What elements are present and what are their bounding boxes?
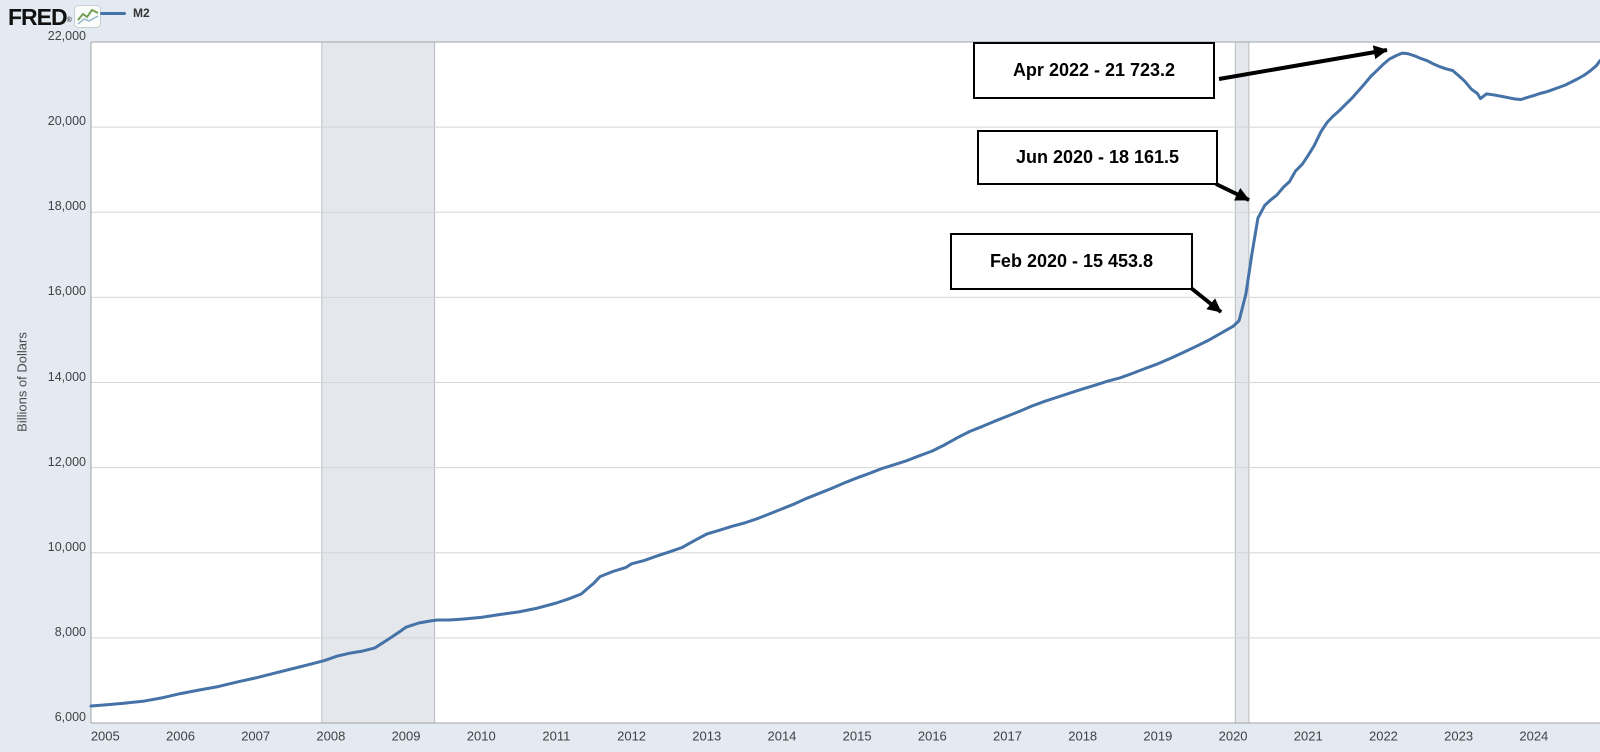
x-axis-tick-label: 2016 xyxy=(917,728,947,744)
x-axis-tick-label: 2012 xyxy=(617,728,647,744)
series-line-m2 xyxy=(89,51,1600,708)
annotation-arrow xyxy=(1189,286,1223,314)
x-axis-tick-label: 2019 xyxy=(1143,728,1173,744)
y-axis-tick-label: 6,000 xyxy=(54,710,86,724)
x-axis-tick-label: 2018 xyxy=(1068,728,1098,744)
y-axis-tick-label: 18,000 xyxy=(47,199,86,214)
x-axis-tick-label: 2021 xyxy=(1293,728,1323,744)
x-axis-tick-label: 2015 xyxy=(842,728,872,744)
annotation-box: Jun 2020 - 18 161.5 xyxy=(977,130,1218,185)
fred-logo-text: FRED xyxy=(8,4,68,30)
annotation-box: Apr 2022 - 21 723.2 xyxy=(973,42,1215,99)
fred-sparkline-icon xyxy=(73,5,101,28)
x-axis-tick-label: 2007 xyxy=(241,728,271,744)
x-axis-tick-label: 2024 xyxy=(1519,728,1549,744)
y-axis-tick-label: 10,000 xyxy=(47,539,86,554)
legend-series-label: M2 xyxy=(133,6,150,20)
x-axis-tick-label: 2023 xyxy=(1444,728,1474,744)
annotation-arrow xyxy=(1218,45,1388,81)
x-axis-tick-label: 2020 xyxy=(1218,728,1248,744)
x-axis-tick-label: 2008 xyxy=(316,728,346,744)
y-axis-tick-label: 16,000 xyxy=(47,284,86,299)
y-axis-tick-label: 14,000 xyxy=(47,369,86,384)
x-axis-tick-label: 2006 xyxy=(166,728,195,744)
x-axis-tick-label: 2010 xyxy=(466,728,496,744)
y-axis-tick-label: 22,000 xyxy=(47,29,86,43)
fred-logo[interactable]: FRED ® xyxy=(8,4,101,31)
y-axis-tick-label: 12,000 xyxy=(47,454,86,469)
x-axis-tick-label: 2009 xyxy=(391,728,421,744)
x-axis-tick-label: 2014 xyxy=(767,728,797,744)
annotation-box: Feb 2020 - 15 453.8 xyxy=(950,233,1193,290)
x-axis-tick-label: 2017 xyxy=(993,728,1022,744)
x-axis-tick-label: 2013 xyxy=(692,728,722,744)
registered-mark: ® xyxy=(66,17,72,24)
x-axis-tick-label: 2005 xyxy=(90,728,120,744)
legend-line-swatch xyxy=(100,11,126,15)
legend: M2 xyxy=(100,6,150,20)
x-axis-tick-label: 2011 xyxy=(542,728,571,744)
y-axis-tick-label: 20,000 xyxy=(47,114,86,129)
annotation-arrow xyxy=(1215,182,1250,202)
y-axis-tick-label: 8,000 xyxy=(54,624,86,639)
x-axis-tick-label: 2022 xyxy=(1368,728,1398,744)
